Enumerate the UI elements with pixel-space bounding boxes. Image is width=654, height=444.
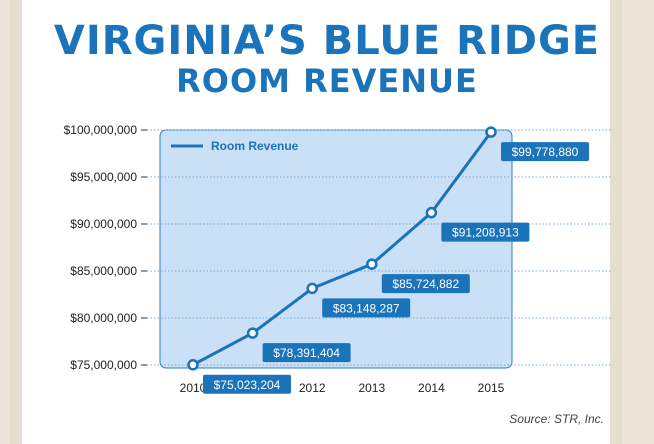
data-label: $99,778,880: [512, 145, 579, 159]
plot-area: [159, 129, 513, 369]
y-tick-label: $100,000,000: [64, 123, 138, 137]
y-tick-label: $95,000,000: [70, 170, 137, 184]
x-tick-label: 2014: [418, 381, 445, 395]
y-tick-label: $90,000,000: [70, 217, 137, 231]
data-point: [246, 327, 259, 339]
data-label: $85,724,882: [392, 277, 459, 291]
data-point: [366, 258, 378, 270]
data-label: $91,208,913: [452, 226, 519, 240]
data-label: $83,148,287: [333, 301, 400, 315]
source-note: Source: STR, Inc.: [509, 412, 604, 426]
data-label: $75,023,204: [214, 378, 281, 392]
data-label-box: [441, 222, 530, 242]
y-tick-label: $75,000,000: [70, 358, 137, 372]
data-point: [187, 359, 199, 371]
y-tick-label: $85,000,000: [70, 264, 137, 278]
data-label-box: [381, 274, 470, 294]
x-tick-label: 2013: [358, 381, 385, 395]
data-label-box: [203, 374, 291, 394]
data-point: [485, 126, 497, 138]
data-label-box: [262, 343, 351, 363]
x-tick-label: 2010: [180, 381, 207, 395]
x-tick-label: 2012: [299, 381, 326, 395]
data-point: [425, 206, 438, 219]
y-tick-label: $80,000,000: [70, 311, 137, 325]
legend-label: Room Revenue: [211, 139, 299, 153]
data-label-box: [501, 142, 589, 162]
data-point: [306, 282, 318, 295]
chart-title: VIRGINIA’S BLUE RIDGE: [53, 18, 601, 64]
x-tick-label: 2015: [478, 381, 505, 395]
chart-subtitle: ROOM REVENUE: [176, 62, 478, 100]
data-label: $78,391,404: [273, 346, 340, 360]
data-label-box: [322, 298, 411, 318]
series-line: [192, 131, 493, 367]
